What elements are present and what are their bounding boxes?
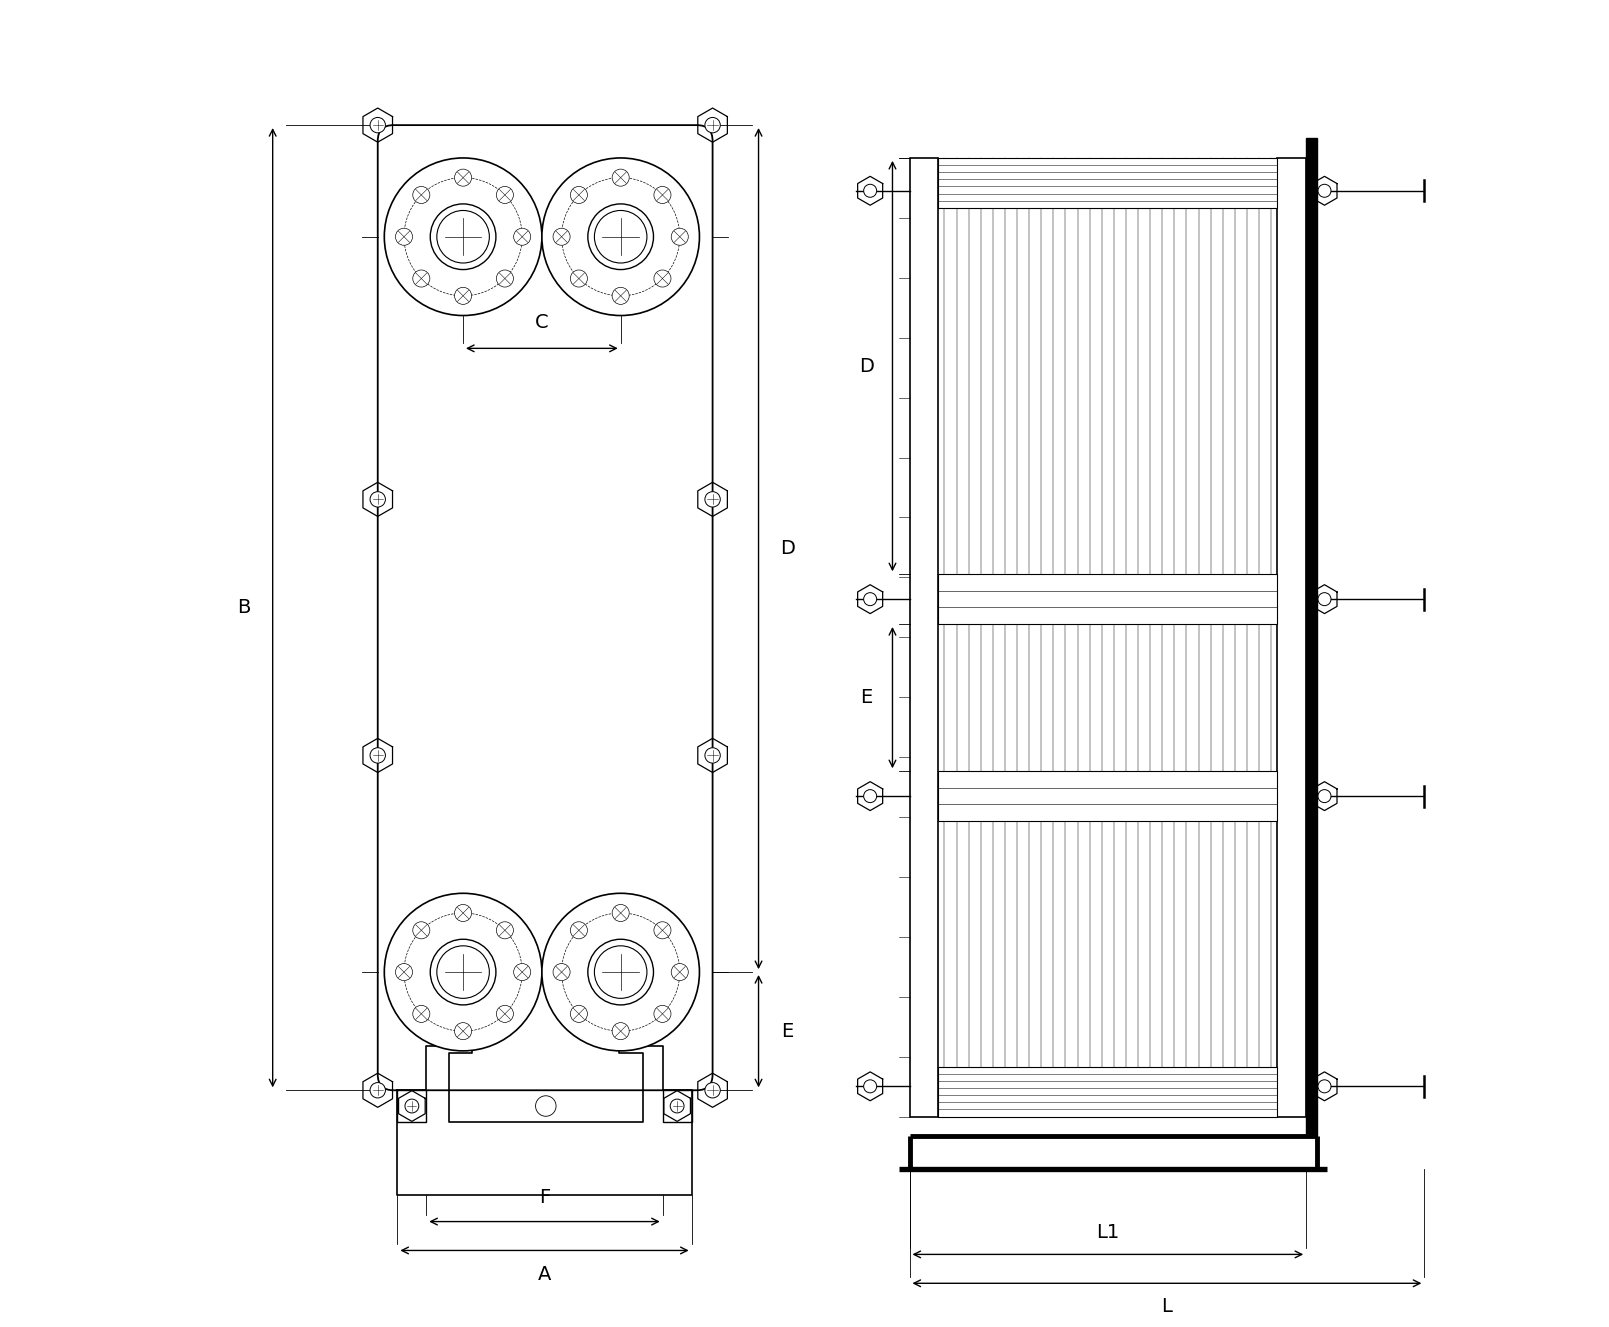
Circle shape <box>611 287 629 304</box>
Circle shape <box>455 287 471 304</box>
Circle shape <box>611 905 629 921</box>
Circle shape <box>611 169 629 186</box>
Text: E: E <box>782 1022 793 1040</box>
Circle shape <box>496 1006 513 1022</box>
Bar <box>938 575 1278 624</box>
Circle shape <box>864 790 877 803</box>
Circle shape <box>542 158 700 316</box>
Circle shape <box>587 940 653 1005</box>
Circle shape <box>705 118 721 133</box>
Circle shape <box>414 1006 430 1022</box>
Circle shape <box>671 963 689 981</box>
Circle shape <box>496 269 513 287</box>
Circle shape <box>414 186 430 203</box>
Text: D: D <box>859 357 874 376</box>
Text: F: F <box>539 1189 550 1208</box>
Bar <box>397 1091 426 1121</box>
Circle shape <box>864 593 877 605</box>
Circle shape <box>496 922 513 938</box>
Circle shape <box>671 1099 684 1113</box>
Bar <box>1278 158 1307 1116</box>
Circle shape <box>455 1023 471 1040</box>
Circle shape <box>653 922 671 938</box>
Circle shape <box>1318 1080 1331 1093</box>
Circle shape <box>864 184 877 198</box>
Circle shape <box>430 204 496 269</box>
Text: C: C <box>536 313 549 332</box>
Circle shape <box>1318 184 1331 198</box>
Circle shape <box>430 940 496 1005</box>
Circle shape <box>671 228 689 245</box>
Circle shape <box>536 1096 557 1116</box>
Circle shape <box>653 269 671 287</box>
Bar <box>938 771 1278 821</box>
Text: A: A <box>537 1265 552 1283</box>
Circle shape <box>370 1083 386 1097</box>
Circle shape <box>653 1006 671 1022</box>
Circle shape <box>570 922 587 938</box>
Bar <box>938 1067 1278 1116</box>
Bar <box>663 1091 692 1121</box>
Bar <box>938 158 1278 208</box>
Text: L: L <box>1162 1298 1173 1316</box>
Circle shape <box>1318 593 1331 605</box>
Circle shape <box>570 186 587 203</box>
Circle shape <box>705 747 721 763</box>
Circle shape <box>436 211 489 263</box>
Bar <box>1307 138 1316 1136</box>
Text: E: E <box>861 689 872 707</box>
Circle shape <box>513 228 531 245</box>
Circle shape <box>705 492 721 507</box>
Text: D: D <box>780 539 795 559</box>
Circle shape <box>396 228 412 245</box>
Circle shape <box>1318 790 1331 803</box>
Circle shape <box>396 963 412 981</box>
Text: L1: L1 <box>1096 1222 1120 1242</box>
Circle shape <box>385 893 542 1051</box>
Circle shape <box>594 211 647 263</box>
Circle shape <box>653 186 671 203</box>
Circle shape <box>587 204 653 269</box>
Circle shape <box>370 747 386 763</box>
FancyBboxPatch shape <box>378 125 713 1091</box>
Text: B: B <box>237 598 251 617</box>
Circle shape <box>570 269 587 287</box>
Circle shape <box>553 963 570 981</box>
Bar <box>909 158 938 1116</box>
Circle shape <box>705 1083 721 1097</box>
Circle shape <box>370 118 386 133</box>
Circle shape <box>513 963 531 981</box>
Circle shape <box>414 922 430 938</box>
Circle shape <box>553 228 570 245</box>
Circle shape <box>370 492 386 507</box>
Circle shape <box>864 1080 877 1093</box>
Circle shape <box>570 1006 587 1022</box>
Circle shape <box>414 269 430 287</box>
Circle shape <box>455 905 471 921</box>
Circle shape <box>542 893 700 1051</box>
Circle shape <box>594 946 647 998</box>
Circle shape <box>405 1099 418 1113</box>
Circle shape <box>436 946 489 998</box>
Circle shape <box>611 1023 629 1040</box>
Circle shape <box>496 186 513 203</box>
Circle shape <box>385 158 542 316</box>
Circle shape <box>455 169 471 186</box>
